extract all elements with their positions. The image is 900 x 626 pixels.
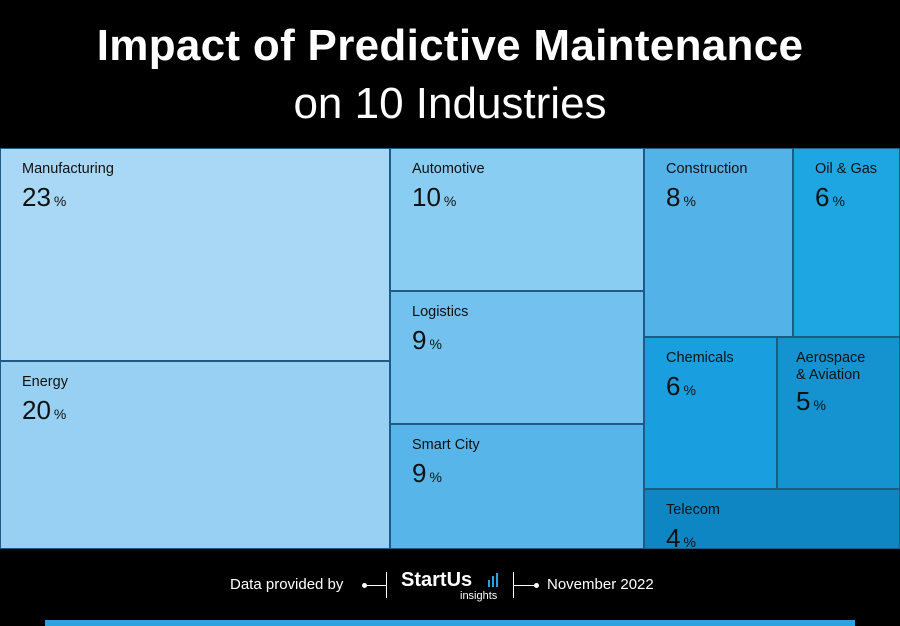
tile-label: Oil & Gas: [815, 161, 878, 177]
tile-value-number: 9: [412, 458, 427, 488]
bottom-accent-strip: [45, 620, 855, 626]
brand-logo-text: StartUs: [401, 569, 473, 591]
tile-label: Energy: [22, 374, 68, 390]
treemap-tile-logistics: Logistics 9%: [390, 291, 644, 424]
treemap-tile-aerospace-aviation: Aerospace & Aviation 5%: [777, 337, 900, 489]
tile-value: 5%: [796, 386, 826, 420]
treemap-tile-telecom: Telecom 4%: [644, 489, 900, 553]
treemap-chart: Manufacturing 23% Energy 20% Automotive 10% Lo…: [0, 148, 900, 553]
data-provided-by-text: Data provided by: [230, 576, 344, 593]
tile-label: Aerospace & Aviation: [796, 350, 866, 383]
tile-value: 10%: [412, 182, 456, 216]
treemap-tile-construction: Construction 8%: [644, 148, 793, 337]
tile-label: Smart City: [412, 437, 480, 453]
tile-value-unit: %: [832, 193, 845, 209]
tile-value-number: 5: [796, 386, 811, 416]
treemap-tile-chemicals: Chemicals 6%: [644, 337, 777, 489]
footer-divider-left: [386, 572, 387, 598]
tile-value-unit: %: [683, 534, 696, 550]
tile-value-number: 4: [666, 523, 681, 553]
treemap-tile-smart-city: Smart City 9%: [390, 424, 644, 549]
tile-value: 23%: [22, 182, 66, 216]
date-text: November 2022: [547, 576, 654, 593]
tile-value-number: 8: [666, 182, 681, 212]
tile-value: 9%: [412, 458, 442, 492]
tile-value-unit: %: [443, 193, 457, 209]
tile-value: 8%: [666, 182, 696, 216]
footer-dot-right: [534, 583, 539, 588]
tile-label: Chemicals: [666, 350, 734, 366]
tile-value-unit: %: [53, 193, 67, 209]
page-subtitle: on 10 Industries: [293, 79, 607, 128]
tile-value-number: 6: [815, 182, 830, 212]
footer: Data provided by StartUs insights Novemb…: [0, 568, 900, 602]
tile-value: 20%: [22, 395, 66, 429]
tile-label: Telecom: [666, 502, 720, 518]
tile-value-number: 10: [412, 182, 441, 212]
tile-value: 9%: [412, 325, 442, 359]
tile-value-unit: %: [683, 193, 696, 209]
tile-value-number: 9: [412, 325, 427, 355]
footer-line-right: [514, 585, 534, 586]
treemap-tile-oil-gas: Oil & Gas 6%: [793, 148, 900, 337]
tile-value-unit: %: [53, 406, 67, 422]
tile-label: Automotive: [412, 161, 485, 177]
tile-value: 6%: [666, 371, 696, 405]
treemap-tile-energy: Energy 20%: [0, 361, 390, 549]
tile-label: Logistics: [412, 304, 469, 320]
treemap-tile-manufacturing: Manufacturing 23%: [0, 148, 390, 361]
page-title: Impact of Predictive Maintenance: [96, 21, 804, 70]
tile-label: Manufacturing: [22, 161, 114, 177]
tile-label: Construction: [666, 161, 748, 177]
footer-divider-right: [513, 572, 514, 598]
tile-value-unit: %: [683, 382, 696, 398]
tile-value: 4%: [666, 523, 696, 557]
tile-value-unit: %: [813, 397, 826, 413]
treemap-tile-automotive: Automotive 10%: [390, 148, 644, 291]
tile-value-number: 23: [22, 182, 51, 212]
tile-value-unit: %: [429, 469, 442, 485]
footer-dot-left: [362, 583, 367, 588]
tile-value-unit: %: [429, 336, 442, 352]
tile-value-number: 6: [666, 371, 681, 401]
brand-bars-icon: [488, 573, 502, 587]
brand-subtext: insights: [460, 590, 498, 602]
tile-value: 6%: [815, 182, 845, 216]
tile-value-number: 20: [22, 395, 51, 425]
footer-line-left: [366, 585, 386, 586]
